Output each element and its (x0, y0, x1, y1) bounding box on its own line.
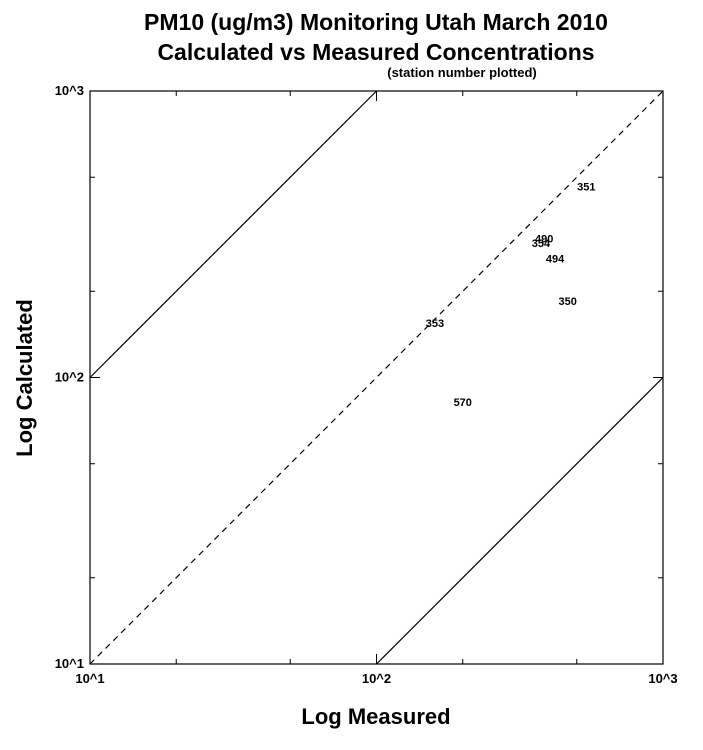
x-tick-label-2: 10^3 (648, 671, 677, 686)
x-axis-label: Log Measured (301, 704, 450, 729)
y-tick-label-1: 10^2 (55, 370, 84, 385)
data-point-570: 570 (454, 397, 472, 409)
chart-title-line2: Calculated vs Measured Concentrations (157, 39, 594, 65)
reference-line-1 (89, 90, 377, 378)
data-point-494: 494 (546, 254, 565, 266)
chart-title: PM10 (ug/m3) Monitoring Utah March 2010 (144, 9, 608, 35)
reference-line-2 (376, 377, 664, 665)
y-tick-label-0: 10^1 (55, 656, 84, 671)
y-tick-label-2: 10^3 (55, 83, 84, 98)
x-tick-label-1: 10^2 (362, 671, 391, 686)
data-point-350: 350 (559, 296, 577, 308)
tick-labels: 10^1 10^2 10^3 10^1 10^2 10^3 (55, 83, 678, 686)
reference-lines (89, 90, 664, 665)
y-axis-label: Log Calculated (12, 299, 37, 457)
plot-frame (89, 90, 664, 665)
x-tick-label-0: 10^1 (75, 671, 104, 686)
data-point-351: 351 (577, 181, 595, 193)
chart-subtitle: (station number plotted) (387, 65, 537, 80)
data-point-354: 354 (532, 238, 551, 250)
data-point-353: 353 (426, 318, 444, 330)
reference-line-0 (89, 90, 664, 665)
data-point-490: 490 (535, 234, 553, 246)
